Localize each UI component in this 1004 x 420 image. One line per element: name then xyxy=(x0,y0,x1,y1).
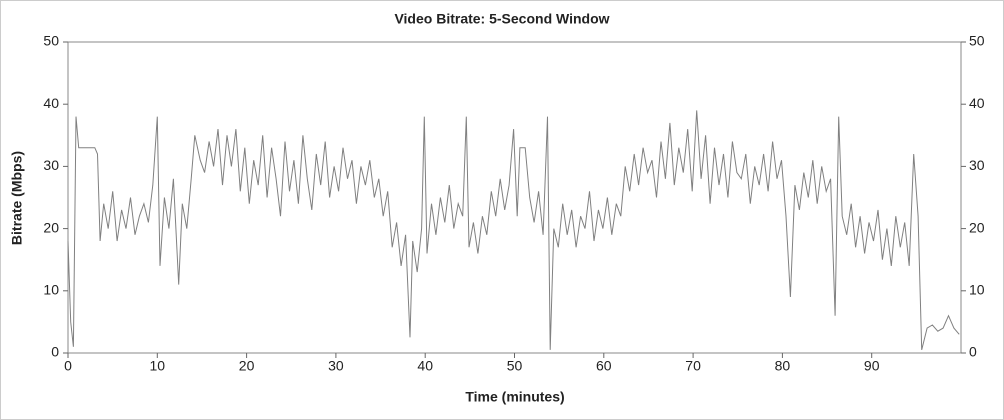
y2-tick-label: 10 xyxy=(969,282,985,298)
chart-title: Video Bitrate: 5-Second Window xyxy=(394,11,609,27)
y2-tick-label: 20 xyxy=(969,219,985,235)
y2-tick-label: 0 xyxy=(969,344,977,360)
x-tick-label: 90 xyxy=(864,358,880,374)
x-tick-label: 80 xyxy=(775,358,791,374)
y-tick-label: 50 xyxy=(43,33,59,49)
y-axis-label: Bitrate (Mbps) xyxy=(9,151,25,245)
x-tick-label: 30 xyxy=(328,358,344,374)
y2-tick-label: 40 xyxy=(969,95,985,111)
y-tick-label: 10 xyxy=(43,282,59,298)
y-tick-label: 0 xyxy=(51,344,59,360)
y2-tick-label: 30 xyxy=(969,157,985,173)
x-tick-label: 50 xyxy=(507,358,523,374)
x-tick-label: 0 xyxy=(64,358,72,374)
bitrate-line xyxy=(67,110,960,351)
x-tick-label: 60 xyxy=(596,358,612,374)
y-tick-label: 40 xyxy=(43,95,59,111)
x-tick-label: 20 xyxy=(239,358,255,374)
y-tick-label: 30 xyxy=(43,157,59,173)
x-axis-label: Time (minutes) xyxy=(465,389,564,405)
x-tick-label: 40 xyxy=(417,358,433,374)
x-tick-label: 10 xyxy=(150,358,166,374)
y2-tick-label: 50 xyxy=(969,33,985,49)
y-tick-label: 20 xyxy=(43,219,59,235)
x-tick-label: 70 xyxy=(685,358,701,374)
